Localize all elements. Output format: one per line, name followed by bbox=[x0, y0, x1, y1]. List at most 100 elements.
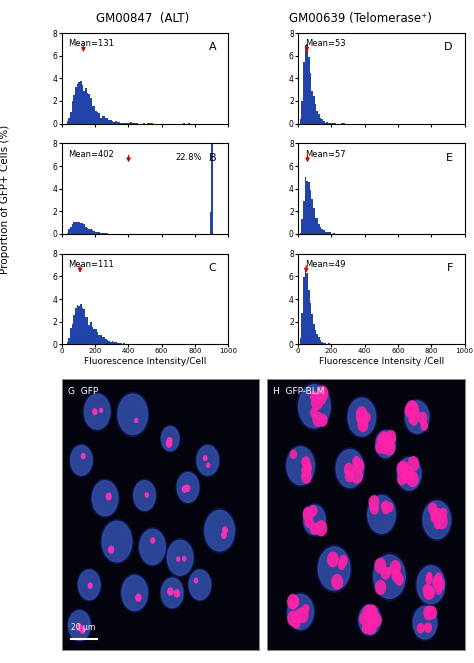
Circle shape bbox=[84, 394, 110, 429]
Circle shape bbox=[366, 494, 397, 535]
Circle shape bbox=[410, 407, 419, 419]
Bar bbox=[97, 233, 98, 234]
Circle shape bbox=[427, 573, 432, 579]
Text: D: D bbox=[444, 42, 453, 52]
Text: G  GFP: G GFP bbox=[67, 387, 98, 396]
Bar bbox=[82, 308, 83, 344]
Bar bbox=[77, 305, 78, 344]
Circle shape bbox=[182, 556, 186, 561]
Bar bbox=[73, 314, 75, 344]
Text: A: A bbox=[209, 42, 217, 52]
Circle shape bbox=[365, 620, 376, 634]
Circle shape bbox=[409, 416, 414, 423]
Bar bbox=[326, 122, 328, 123]
Bar bbox=[80, 223, 82, 234]
Circle shape bbox=[205, 511, 235, 551]
Bar bbox=[123, 343, 125, 344]
Circle shape bbox=[297, 383, 332, 430]
Circle shape bbox=[303, 460, 310, 470]
Circle shape bbox=[353, 457, 360, 467]
Circle shape bbox=[177, 557, 180, 561]
Circle shape bbox=[354, 459, 364, 473]
Circle shape bbox=[403, 469, 413, 483]
Bar bbox=[95, 111, 97, 123]
Circle shape bbox=[400, 463, 407, 472]
Circle shape bbox=[291, 596, 299, 607]
Circle shape bbox=[305, 517, 313, 528]
Circle shape bbox=[351, 468, 362, 483]
Circle shape bbox=[303, 505, 325, 535]
Circle shape bbox=[166, 440, 172, 448]
Bar bbox=[321, 341, 323, 344]
Circle shape bbox=[397, 461, 408, 477]
Circle shape bbox=[423, 584, 431, 595]
Circle shape bbox=[363, 605, 373, 619]
Circle shape bbox=[67, 609, 91, 642]
Bar bbox=[101, 117, 103, 123]
Circle shape bbox=[313, 412, 323, 426]
Bar bbox=[305, 178, 306, 234]
Bar bbox=[68, 118, 70, 123]
Circle shape bbox=[416, 564, 446, 605]
Bar bbox=[103, 116, 105, 123]
Bar bbox=[103, 337, 105, 344]
Circle shape bbox=[387, 568, 392, 574]
Bar bbox=[305, 46, 306, 123]
Text: 22.8%: 22.8% bbox=[175, 152, 201, 162]
Circle shape bbox=[359, 418, 365, 428]
Circle shape bbox=[428, 607, 437, 619]
Circle shape bbox=[100, 408, 102, 412]
Circle shape bbox=[92, 481, 118, 516]
Circle shape bbox=[413, 607, 437, 639]
Circle shape bbox=[418, 624, 424, 633]
Circle shape bbox=[440, 509, 447, 518]
Circle shape bbox=[138, 528, 166, 566]
Bar bbox=[210, 212, 211, 234]
Circle shape bbox=[197, 446, 219, 475]
Bar bbox=[311, 199, 313, 234]
Bar bbox=[103, 233, 105, 234]
Circle shape bbox=[359, 605, 381, 635]
Circle shape bbox=[196, 444, 220, 477]
Bar bbox=[98, 335, 100, 344]
Bar bbox=[311, 91, 313, 123]
Bar bbox=[80, 81, 82, 123]
Bar bbox=[110, 120, 111, 123]
Bar bbox=[78, 222, 80, 234]
Circle shape bbox=[189, 570, 211, 600]
Circle shape bbox=[382, 504, 389, 514]
Circle shape bbox=[407, 400, 417, 415]
Circle shape bbox=[194, 578, 198, 583]
Bar bbox=[78, 306, 80, 344]
Circle shape bbox=[383, 501, 389, 510]
Circle shape bbox=[435, 520, 440, 528]
Bar bbox=[70, 227, 72, 234]
Circle shape bbox=[426, 576, 432, 584]
Bar bbox=[90, 98, 91, 123]
Circle shape bbox=[302, 471, 311, 483]
Circle shape bbox=[431, 511, 440, 522]
Circle shape bbox=[391, 561, 401, 574]
Circle shape bbox=[120, 573, 149, 612]
Circle shape bbox=[69, 611, 90, 640]
Circle shape bbox=[397, 457, 421, 490]
Circle shape bbox=[340, 556, 347, 566]
Text: Mean=53: Mean=53 bbox=[305, 40, 346, 48]
Circle shape bbox=[403, 471, 411, 481]
Bar bbox=[323, 343, 325, 344]
Bar bbox=[73, 221, 75, 234]
Bar bbox=[325, 231, 326, 234]
Bar bbox=[77, 222, 78, 234]
Bar bbox=[111, 341, 113, 344]
Circle shape bbox=[422, 499, 452, 541]
Bar bbox=[115, 121, 117, 123]
Bar bbox=[328, 233, 329, 234]
Circle shape bbox=[316, 521, 327, 536]
Bar bbox=[326, 232, 328, 234]
Bar bbox=[67, 342, 68, 344]
Circle shape bbox=[407, 470, 414, 480]
Bar bbox=[70, 328, 72, 344]
Circle shape bbox=[222, 532, 226, 538]
Circle shape bbox=[369, 496, 379, 509]
Circle shape bbox=[295, 609, 302, 619]
